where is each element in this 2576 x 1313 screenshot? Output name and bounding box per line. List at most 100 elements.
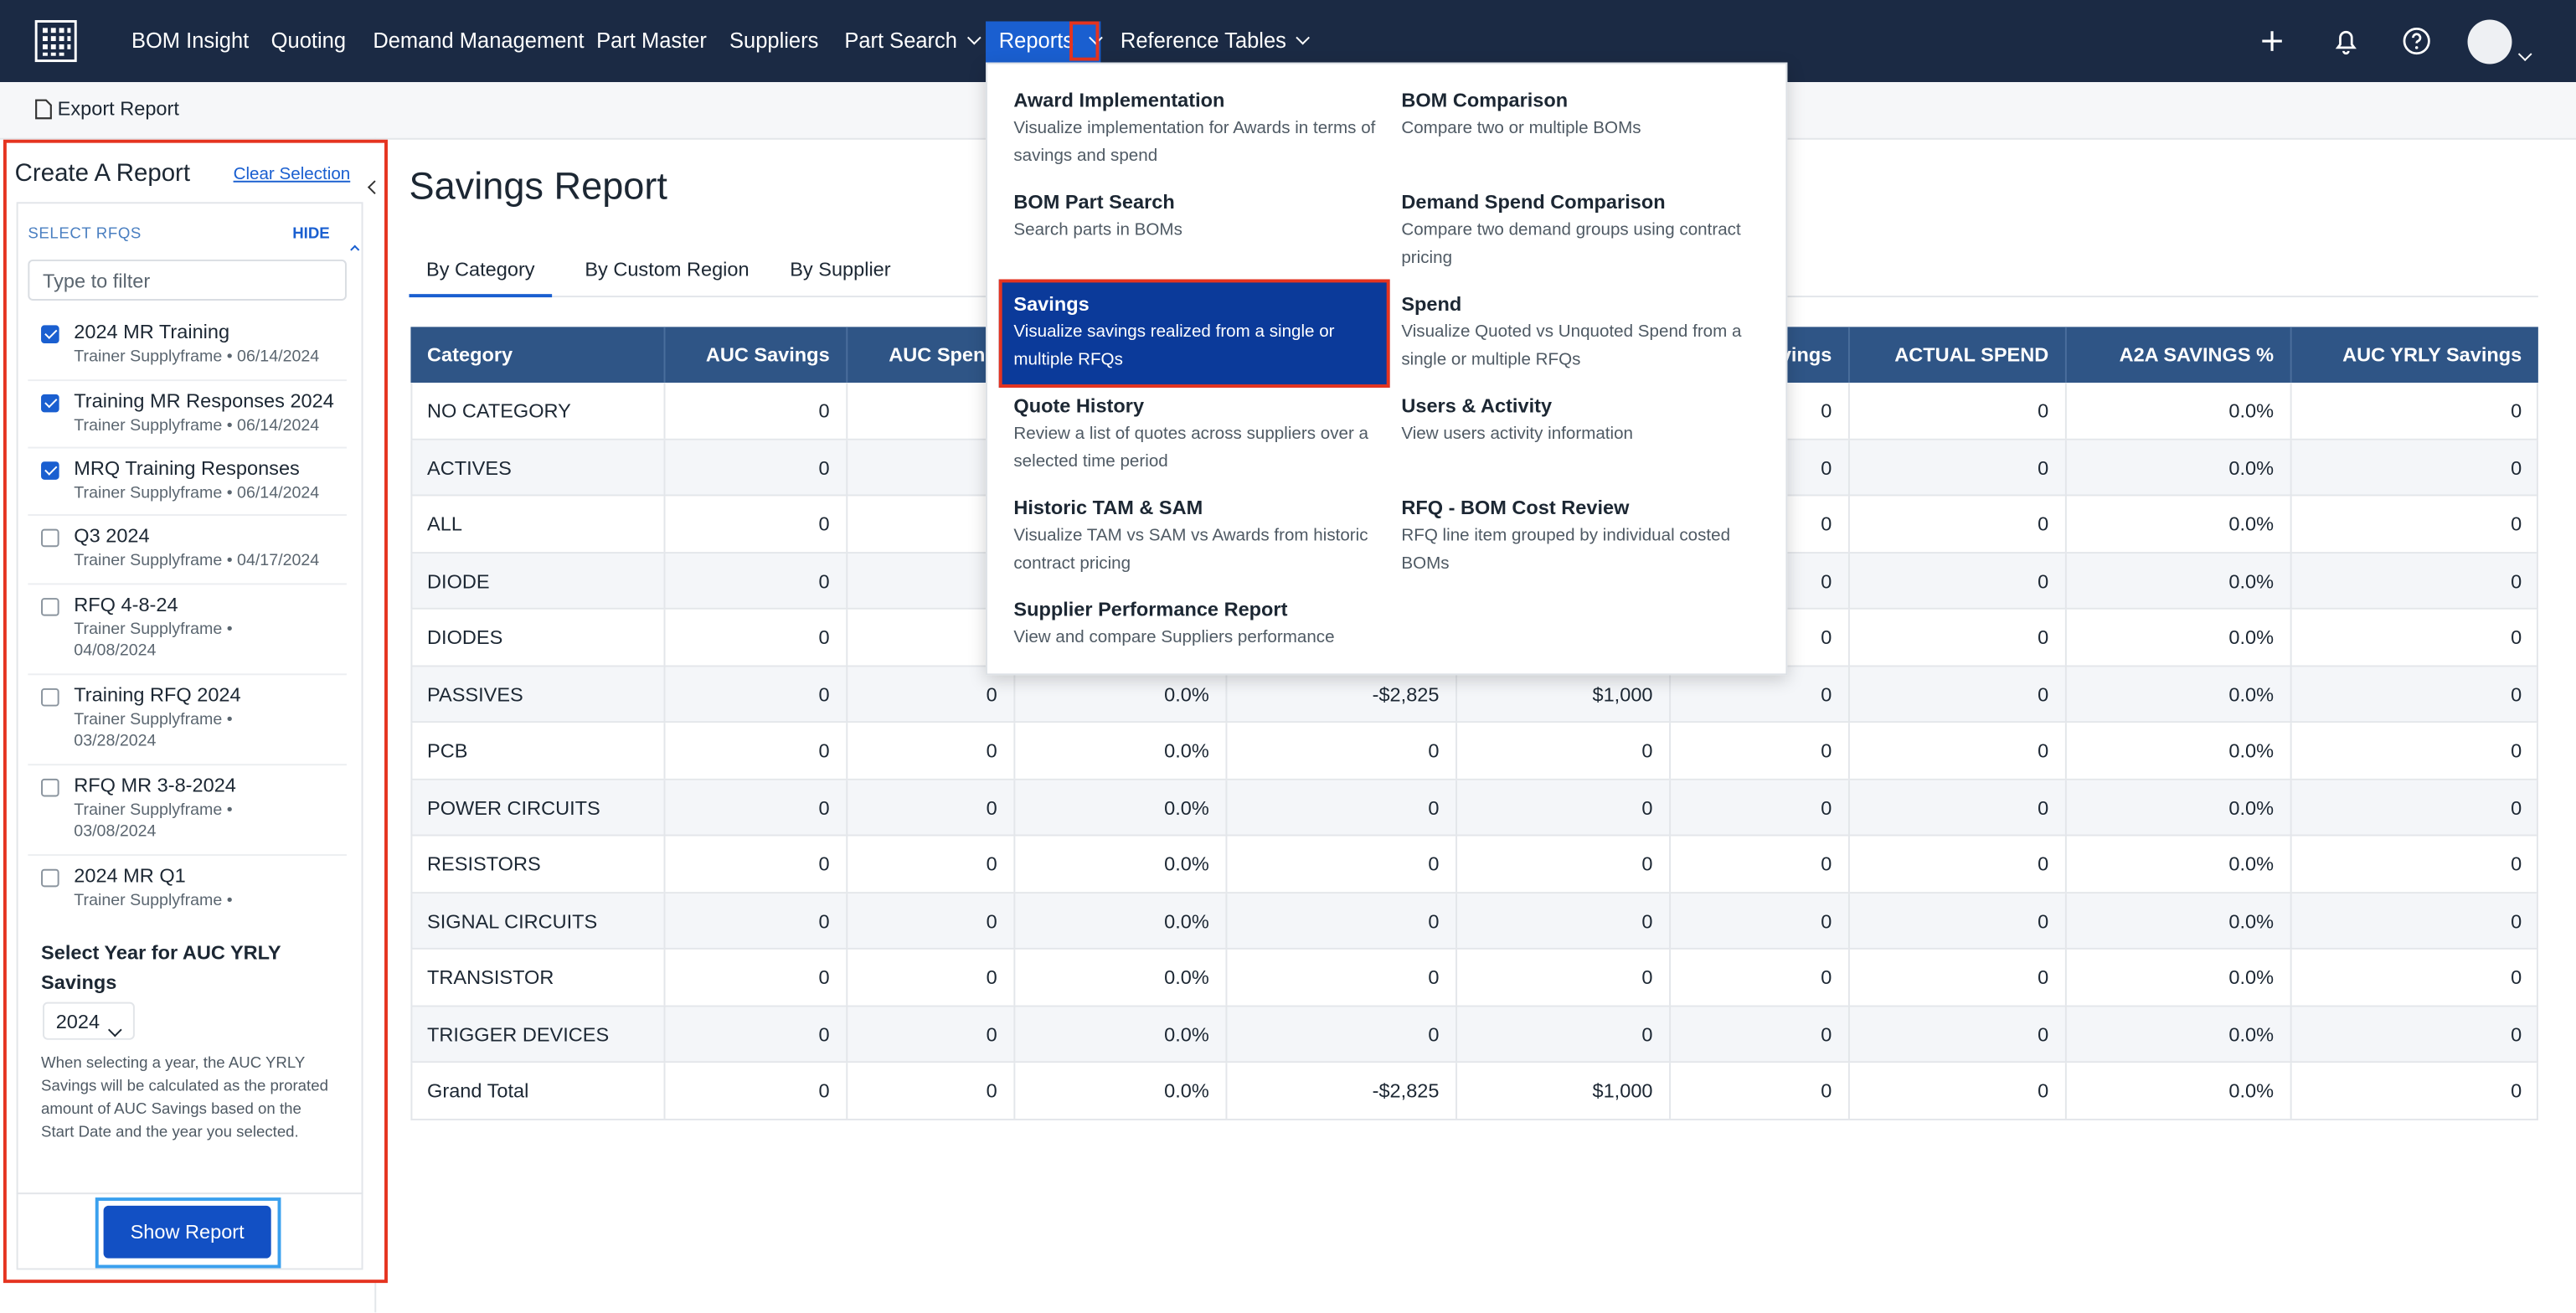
tab[interactable]: By Category (409, 246, 553, 298)
menu-title[interactable]: Demand Spend Comparison (1401, 190, 1666, 214)
add-icon[interactable] (2259, 28, 2285, 54)
clear-selection[interactable]: Clear Selection (233, 164, 351, 184)
rfq-separator (28, 583, 347, 585)
nav-chevron (966, 30, 981, 45)
checkbox[interactable] (41, 687, 59, 707)
nav-label: Reference Tables (1120, 28, 1286, 53)
table-cell: SIGNAL CIRCUITS (427, 909, 598, 933)
table-cell: 0 (2290, 893, 2538, 949)
menu-title[interactable]: Users & Activity (1401, 394, 1553, 418)
rfq-title: RFQ MR 3-8-2024 (74, 773, 236, 797)
year-label: Select Year for AUC YRLY Savings (41, 941, 281, 994)
table-cell: 0 (846, 1063, 1013, 1119)
table-cell: 0 (663, 779, 847, 836)
table-cell: 0.0% (1013, 1006, 1225, 1063)
export-report[interactable]: Export Report (57, 96, 179, 121)
table-cell: 0 (1669, 666, 1848, 723)
table-cell: 0 (663, 496, 847, 553)
menu-title[interactable]: Historic TAM & SAM (1013, 496, 1203, 519)
show-report[interactable]: Show Report (103, 1205, 271, 1259)
menu-title[interactable]: Quote History (1013, 394, 1145, 418)
menu-desc: Visualize TAM vs SAM vs Awards from hist… (1013, 525, 1368, 574)
table-cell: 0 (1225, 893, 1455, 949)
reports-chevron-highlight[interactable] (1069, 21, 1100, 61)
table-cell: NO CATEGORY (427, 399, 571, 423)
table-cell: 0 (2290, 609, 2538, 666)
help-icon[interactable] (2402, 26, 2431, 55)
nav-item[interactable]: Reports (999, 0, 1102, 82)
tab[interactable]: By Supplier (790, 257, 891, 281)
checkbox[interactable] (41, 461, 59, 480)
hide-toggle[interactable]: HIDE (292, 224, 330, 244)
table-cell: 0.0% (2064, 496, 2290, 553)
avatar-chevron[interactable] (2517, 47, 2532, 62)
menu-title[interactable]: BOM Part Search (1013, 190, 1175, 214)
year-select[interactable]: 2024 (43, 1001, 135, 1040)
menu-title[interactable]: RFQ - BOM Cost Review (1401, 496, 1630, 519)
nav-item[interactable]: Quoting (271, 0, 346, 82)
nav-item[interactable]: Part Master (596, 0, 707, 82)
menu-title[interactable]: BOM Comparison (1401, 88, 1569, 112)
button-focus (95, 1197, 281, 1269)
tab[interactable]: By Custom Region (585, 257, 750, 281)
filter-input[interactable]: Type to filter (28, 259, 347, 301)
logo[interactable] (33, 18, 79, 64)
menu-title[interactable]: Award Implementation (1013, 88, 1225, 112)
menu-title[interactable]: Spend (1401, 292, 1462, 316)
table-row (410, 779, 2538, 837)
menu-desc: Compare two demand groups using contract… (1401, 219, 1741, 268)
menu-desc: Review a list of quotes across suppliers… (1013, 424, 1368, 472)
table-cell: 0 (1847, 893, 2065, 949)
table-cell: 0 (1669, 779, 1848, 836)
menu-title[interactable]: Supplier Performance Report (1013, 598, 1288, 621)
nav-item[interactable]: Suppliers (729, 0, 818, 82)
table-cell: 0 (846, 779, 1013, 836)
table-row (410, 666, 2538, 723)
table-cell: 0 (2290, 439, 2538, 496)
rfq-sub: Trainer Supplyframe • 04/17/2024 (74, 552, 320, 570)
nav-item[interactable]: Part Search (844, 0, 981, 82)
nav-chevron (1296, 30, 1310, 45)
table-cell: 0 (1847, 779, 2065, 836)
table-cell: 0 (663, 383, 847, 439)
table-cell: 0 (663, 1006, 847, 1063)
table-row (410, 1063, 2538, 1120)
menu-desc: View and compare Suppliers performance (1013, 627, 1335, 647)
checkbox[interactable] (41, 325, 59, 344)
table-cell: 0.0% (2064, 723, 2290, 779)
menu-title[interactable]: Savings (1013, 292, 1090, 316)
report-title: Savings Report (409, 164, 667, 208)
table-cell: 0 (663, 666, 847, 723)
nav-item[interactable]: BOM Insight (131, 0, 249, 82)
table-cell: 0 (663, 553, 847, 609)
table-cell: 0 (1847, 553, 2065, 609)
nav-item[interactable]: Demand Management (373, 0, 584, 82)
table-cell: 0 (2290, 553, 2538, 609)
menu-desc: Search parts in BOMs (1013, 219, 1182, 240)
avatar[interactable] (2467, 19, 2512, 64)
year-value: 2024 (55, 1010, 100, 1033)
table-cell: 0 (663, 893, 847, 949)
checkbox[interactable] (41, 598, 59, 616)
table-cell: 0 (1847, 723, 2065, 779)
table-cell: PCB (427, 739, 468, 763)
nav-label: Part Master (596, 28, 707, 53)
rfq-title: RFQ 4-8-24 (74, 593, 178, 616)
table-cell: Grand Total (427, 1079, 529, 1103)
table-cell: 0 (1847, 609, 2065, 666)
checkbox[interactable] (41, 394, 59, 413)
checkbox[interactable] (41, 868, 59, 888)
nav-label: Part Search (844, 28, 958, 53)
rfq-sub: Trainer Supplyframe • 06/14/2024 (74, 484, 320, 503)
table-cell: 0 (2290, 1063, 2538, 1119)
table-cell: 0 (1455, 1006, 1669, 1063)
checkbox[interactable] (41, 528, 59, 548)
rfq-separator (28, 764, 347, 766)
rfq-title: Training RFQ 2024 (74, 683, 241, 707)
checkbox[interactable] (41, 778, 59, 797)
table-row (410, 1006, 2538, 1063)
nav-item[interactable]: Reference Tables (1120, 0, 1310, 82)
table-cell: 0 (1847, 496, 2065, 553)
table-cell: 0.0% (1013, 893, 1225, 949)
notifications-icon[interactable] (2331, 26, 2361, 55)
